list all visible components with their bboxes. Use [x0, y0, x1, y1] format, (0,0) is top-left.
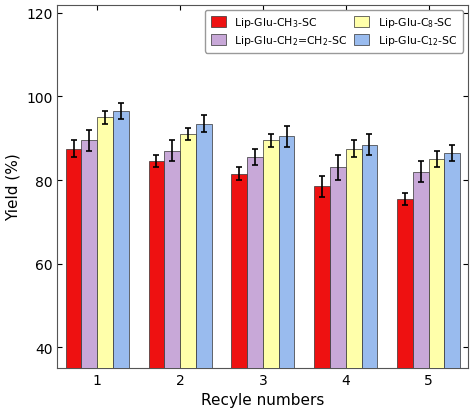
Bar	[413, 172, 428, 413]
Bar	[428, 160, 445, 413]
Bar	[263, 141, 279, 413]
Legend: Lip-Glu-CH$_3$-SC, Lip-Glu-CH$_2$=CH$_2$-SC, Lip-Glu-C$_8$-SC, Lip-Glu-C$_{12}$-: Lip-Glu-CH$_3$-SC, Lip-Glu-CH$_2$=CH$_2$…	[205, 11, 463, 53]
Bar	[65, 150, 82, 413]
Bar	[314, 187, 330, 413]
Bar	[231, 174, 247, 413]
X-axis label: Recyle numbers: Recyle numbers	[201, 392, 325, 408]
Bar	[148, 162, 164, 413]
Bar	[97, 118, 113, 413]
Bar	[330, 168, 346, 413]
Bar	[279, 137, 294, 413]
Bar	[397, 199, 413, 413]
Bar	[113, 112, 128, 413]
Bar	[362, 145, 377, 413]
Bar	[82, 141, 97, 413]
Bar	[164, 152, 180, 413]
Y-axis label: Yield (%): Yield (%)	[6, 153, 20, 221]
Bar	[196, 124, 211, 413]
Bar	[346, 150, 362, 413]
Bar	[247, 158, 263, 413]
Bar	[180, 135, 196, 413]
Bar	[445, 154, 460, 413]
